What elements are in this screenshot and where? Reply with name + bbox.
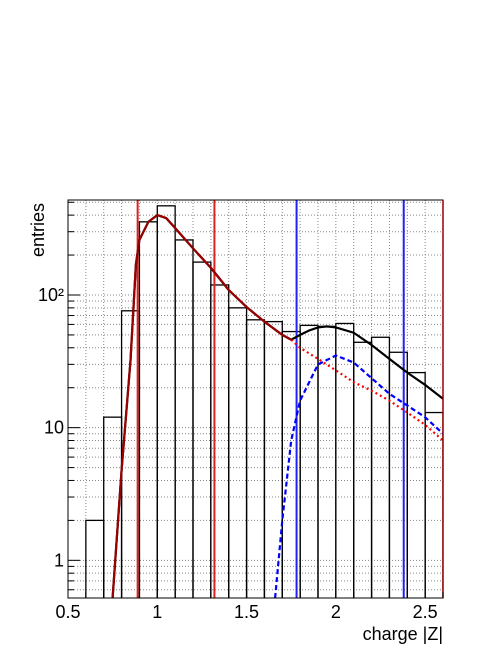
y-tick-label: 10 xyxy=(44,418,64,438)
fit-curve xyxy=(111,213,292,598)
plot xyxy=(85,200,443,598)
y-axis-label: entries xyxy=(28,203,48,257)
plot-area xyxy=(68,200,443,598)
x-tick-label: 2 xyxy=(331,602,341,622)
x-axis-label: charge |Z| xyxy=(363,624,443,644)
x-tick-label: 2.5 xyxy=(413,602,438,622)
x-tick-label: 1.5 xyxy=(234,602,259,622)
x-tick-label: 0.5 xyxy=(55,602,80,622)
y-tick-label: 1 xyxy=(54,550,64,570)
x-tick-label: 1 xyxy=(152,602,162,622)
fit-curve xyxy=(290,338,443,442)
axes: 0.5 1 1.5 2 2.5 1 10 10² xyxy=(38,201,444,622)
y-tick-label: 10² xyxy=(38,285,64,305)
fit-curve xyxy=(274,354,443,598)
